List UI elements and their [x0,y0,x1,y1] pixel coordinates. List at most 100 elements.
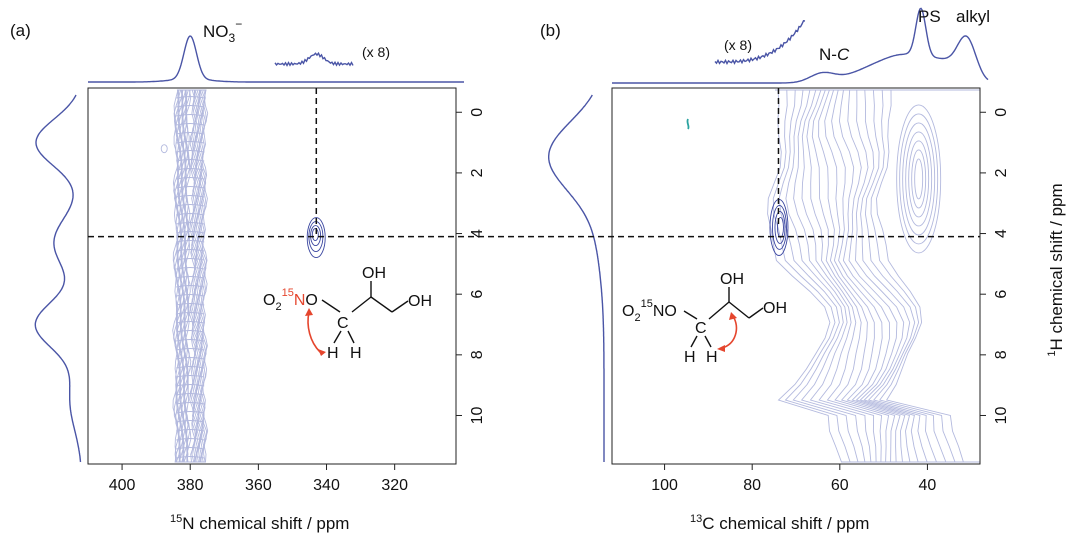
panel-b-inset-projection [714,20,806,65]
bond-b-ch-ch2 [728,301,750,319]
ps-contour [896,104,942,254]
nitrate-contour [172,89,209,463]
molecule-b-h-left: H [684,349,696,366]
panel-b: (b) (x 8) N-C PS alkyl 100 80 60 40 0 2 4 6 8 10… [540,7,1066,533]
panel-b-teal-peak [686,118,690,130]
bulk-contour [838,89,981,463]
left-projection-trace [548,94,605,462]
molecule-a-arrowhead-bottom [318,349,326,356]
molecule-a-oh-right: OH [408,293,432,310]
y-tick-label: 6 [993,290,1010,299]
molecule-b-arrowhead-top [729,312,737,320]
nitrate-contour-stripe [176,96,205,99]
molecule-a-arrow [307,311,321,353]
molecule-a-carbon: C [337,315,349,332]
x-tick-label: 400 [109,477,136,494]
nitrate-contour-stripe [176,267,205,270]
nitrate-contour-stripe [176,141,205,144]
bond-ch-ch2 [370,296,393,313]
panel-a-label: (a) [10,21,31,40]
panel-b-scale-label: (x 8) [724,37,752,53]
panel-a-x-axis-label: 15N chemical shift / ppm [170,513,349,533]
bond-b-o-c [683,310,698,320]
panel-a-molecule: O215NO C OH OH H H [263,265,432,362]
bulk-contour [860,89,981,463]
panel-a: (a) NO3− (x 8) 400 380 360 340 320 0 2 4 6 8 10 1… [10,17,486,533]
nitrate-contour-stripe [176,150,205,153]
nitrate-contour-stripe [176,321,205,324]
x-tick-label: 360 [245,477,272,494]
nitrate-contour-stripe [176,393,205,396]
left-projection-trace [34,94,82,463]
nitrate-contour-stripe [176,213,205,216]
x-tick-label: 340 [313,477,340,494]
panel-b-top-projection [612,7,989,84]
bulk-contour [801,89,981,463]
panel-b-x-ticks: 100 80 60 40 [651,464,936,494]
nitrate-contour-stripe [176,168,205,171]
bond-c-h-right [347,330,355,344]
y-tick-label: 2 [469,168,486,177]
molecule-a-oh-top: OH [362,265,386,282]
x-tick-label: 100 [651,477,678,494]
ps-contour [899,113,939,245]
top-projection-trace [612,7,989,84]
molecule-a-h-left: H [327,345,339,362]
bulk-contour [831,89,981,463]
bulk-contour [864,89,981,463]
nitrate-contour-stripe [176,366,205,369]
molecule-b-carbon: C [695,320,707,337]
bulk-contour [778,89,981,463]
bulk-contour [793,89,981,463]
ps-contour [905,131,933,227]
panel-b-nc-label: N-C [819,45,850,64]
nitrate-contour-stripe [176,375,205,378]
nitrate-contour-stripe [176,105,205,108]
cross-peak-contour [311,228,319,242]
molecule-b-oh-top: OH [720,271,744,288]
y-tick-label: 4 [469,229,486,238]
bond-ch2-oh [391,300,409,313]
panel-b-frame [611,87,981,465]
nitrate-contour-stripe [176,294,205,297]
nitrate-contour-stripe [176,177,205,180]
bulk-contour [870,89,981,463]
nitrate-contour-stripe [176,285,205,288]
x-tick-label: 380 [177,477,204,494]
y-tick-label: 8 [469,350,486,359]
panel-b-y-ticks: 0 2 4 6 8 10 [980,108,1010,424]
molecule-b-arrow [721,315,738,349]
y-tick-label: 10 [469,406,486,424]
bond-b-c-ch [708,301,730,320]
minor-contour [160,144,168,154]
bulk-contour [855,89,981,463]
molecule-b-o2: O215NO [622,298,677,324]
nitrate-contour-stripe [176,411,205,414]
panel-b-molecule: O215NO C OH OH H H [622,271,787,366]
y-tick-label: 2 [993,168,1010,177]
nitrate-contour-stripe [176,240,205,243]
nitrate-contour-stripe [176,222,205,225]
nitrate-contour-stripe [176,159,205,162]
top-projection-trace [88,35,464,83]
nitrate-contour-stripe [176,132,205,135]
x-tick-label: 60 [831,477,849,494]
molecule-a-h-right: H [350,345,362,362]
panel-a-frame [87,87,457,465]
y-tick-label: 6 [469,290,486,299]
bulk-contour [772,89,981,463]
panel-b-ps-label: PS [918,7,941,26]
panel-a-y-ticks: 0 2 4 6 8 10 [456,108,486,424]
guide-lines [88,88,980,238]
molecule-b-oh-right: OH [763,300,787,317]
molecule-b-h-right: H [706,349,718,366]
nitrate-contour-stripe [176,303,205,306]
nitrate-contour-stripe [176,429,205,432]
panel-a-contours [160,89,326,463]
ps-contour [911,149,927,209]
cross-peak-contour [774,211,786,244]
panel-a-left-projection [34,94,82,463]
bond-o-c [321,299,341,313]
panel-a-scale-label: (x 8) [362,44,390,60]
